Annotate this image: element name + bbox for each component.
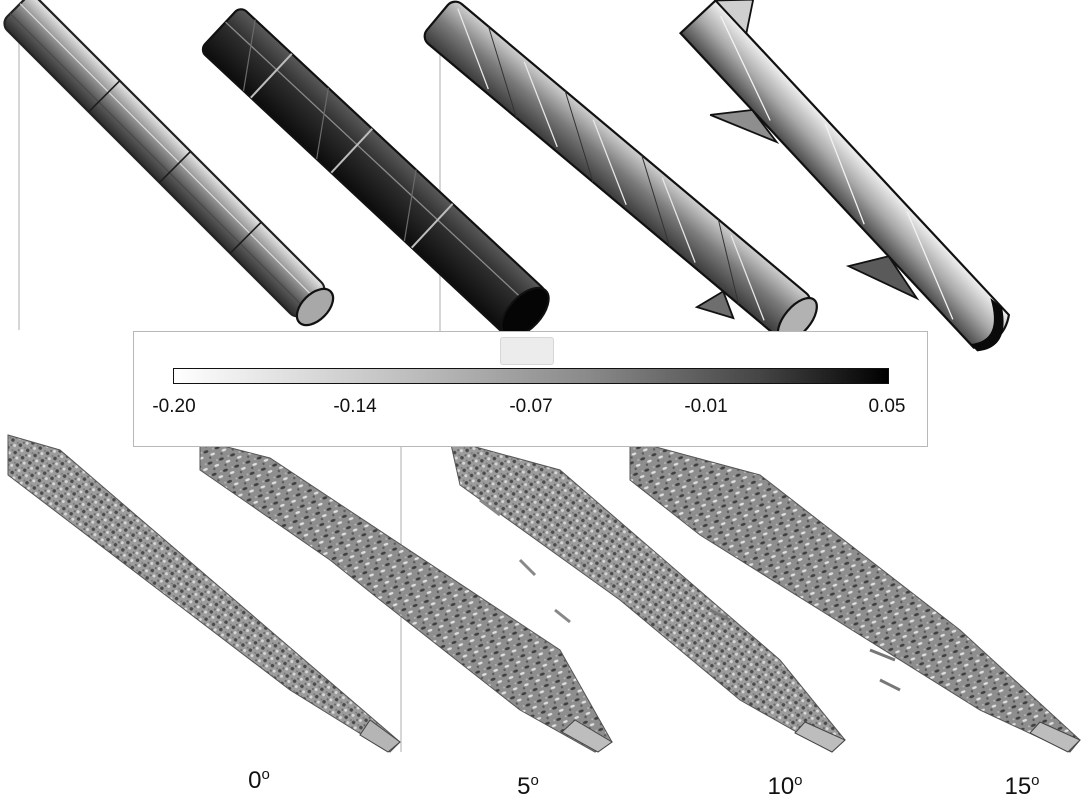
vortex-plume-15deg	[629, 439, 1081, 753]
angle-unit: o	[261, 766, 270, 783]
vortex-plume-0deg	[7, 434, 401, 753]
legend-tab-handle	[500, 337, 554, 365]
angle-label-10: 10o	[767, 772, 802, 801]
angle-label-15: 15o	[1004, 772, 1039, 801]
angle-label-0: 0o	[248, 766, 270, 795]
train-body-0deg	[3, 0, 335, 327]
angle-unit: o	[794, 772, 803, 789]
train-body-5deg	[423, 0, 818, 343]
angle-label-5: 5o	[517, 772, 539, 801]
angle-value: 15	[1004, 773, 1032, 800]
colorbar-tick: -0.20	[152, 396, 196, 417]
colorbar-tick: -0.07	[509, 396, 553, 417]
train-body-15deg	[678, 0, 1011, 352]
colorbar-gradient	[173, 368, 889, 384]
vortex-plume-10deg	[449, 439, 846, 753]
angle-value: 10	[767, 773, 795, 800]
colorbar-tick: -0.01	[684, 396, 728, 417]
vortex-plume-5deg	[199, 439, 613, 753]
angle-unit: o	[530, 772, 539, 789]
angle-unit: o	[1031, 772, 1040, 789]
angle-value: 5	[517, 773, 531, 800]
angle-value: 0	[248, 767, 262, 794]
colorbar-tick: 0.05	[868, 396, 906, 417]
colorbar-tick: -0.14	[333, 396, 377, 417]
